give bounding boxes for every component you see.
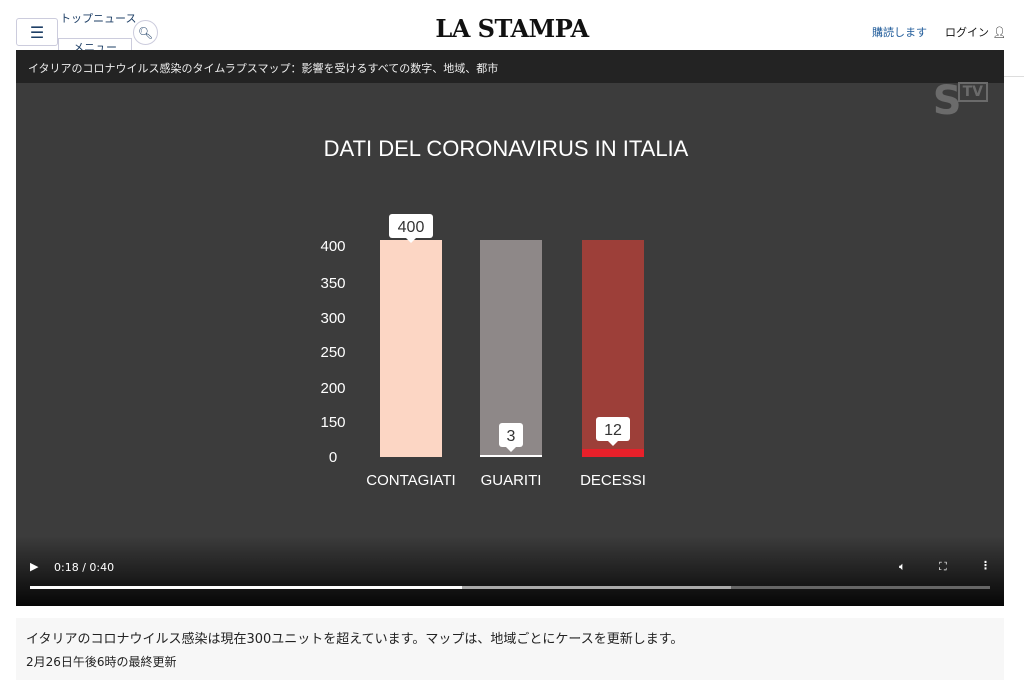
caption-text: イタリアのコロナウイルス感染は現在300ユニットを超えています。マップは、地域ご… [26,632,684,647]
data-label-pointer [608,441,618,446]
data-label-box [499,423,523,447]
search-button[interactable]: 🔍︎ [133,20,158,45]
video-chart: DATI DEL CORONAVIRUS IN ITALIA 0 150 200 250… [320,136,689,489]
data-label-pointer [406,238,416,243]
data-label: 400 [398,219,425,236]
search-icon: 🔍︎ [137,25,154,40]
last-updated: 2月26日午後6時の最終更新 [26,655,177,669]
category-label: GUARITI [481,472,542,489]
bar-column-guariti [480,240,542,457]
y-tick-label: 150 [320,414,345,431]
login-link[interactable]: ログイン 👤︎ [945,24,1006,40]
logo[interactable]: LA STAMPA [435,14,589,43]
video-player[interactable]: DATI DEL CORONAVIRUS IN ITALIA 0 150 200 250… [16,50,1004,606]
divider [1004,76,1024,77]
caption: イタリアのコロナウイルス感染は現在300ユニットを超えています。マップは、地域ご… [16,618,1004,680]
bar-guariti [480,455,542,457]
chart-title: DATI DEL CORONAVIRUS IN ITALIA [324,136,689,161]
top-news-link[interactable]: トップニュース [60,12,137,25]
volume-icon[interactable]: 🔈︎ [899,560,906,573]
data-label: 12 [604,422,622,439]
y-tick-label: 0 [329,449,337,466]
y-tick-label: 250 [320,344,345,361]
bar-decessi [582,449,644,457]
user-icon: 👤︎ [992,26,1007,39]
video-controls [16,536,1004,606]
category-label: DECESSI [580,472,646,489]
data-label-box [596,417,630,441]
login-label: ログイン [945,26,989,39]
video-title: イタリアのコロナウイルス感染のタイムラプスマップ：影響を受けるすべての数字、地域… [16,50,1004,83]
subscribe-link[interactable]: 購読します [872,26,927,39]
menu-label[interactable]: メニュー [58,38,132,52]
data-label-pointer [506,447,516,452]
y-tick-label: 300 [320,310,345,327]
category-label: CONTAGIATI [366,472,455,489]
fullscreen-icon[interactable]: ⛶ [939,560,947,573]
y-tick-label: 200 [320,380,345,397]
hamburger-icon: ☰ [29,22,45,42]
y-tick-label: 400 [320,238,345,255]
y-tick-label: 350 [320,275,345,292]
bar-contagiati [380,240,442,457]
play-button[interactable]: ▶ [30,560,39,573]
more-options-icon[interactable]: ⋮ [980,559,991,572]
time-display: 0:18 / 0:40 [54,561,115,574]
stv-logo: S TV [933,78,988,124]
data-label: 3 [507,428,516,445]
menu-button[interactable]: ☰ [16,18,58,46]
progress-played [30,586,462,589]
data-label-box [389,214,433,238]
